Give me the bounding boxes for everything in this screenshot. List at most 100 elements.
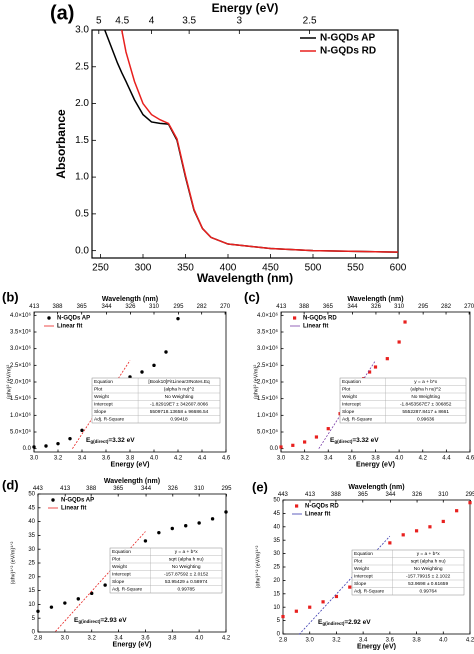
data-point xyxy=(210,517,215,521)
table-value: 5509718.13658 ± 96686.54 xyxy=(150,409,209,415)
x2-tick-label: 3 xyxy=(237,16,243,27)
x2-tick-label: 388 xyxy=(331,492,342,498)
band-gap-annotation: Eg(direct)=3.32 eV xyxy=(330,437,379,444)
x2-tick-label: 295 xyxy=(221,486,232,492)
series-line xyxy=(104,29,399,253)
y-tick-label: 30 xyxy=(28,547,35,553)
x-tick-label: 4.0 xyxy=(439,638,448,644)
table-value: y = a + b*x xyxy=(417,551,441,557)
x-tick-label: 4.2 xyxy=(466,638,474,644)
x2-axis-title: Wavelength (nm) xyxy=(104,478,160,485)
x2-tick-label: 270 xyxy=(220,304,231,310)
y-tick-label: 5.0×10⁵ xyxy=(257,429,279,436)
band-gap-annotation: Eg(indirect)=2.93 eV xyxy=(74,617,127,624)
x2-tick-label: 310 xyxy=(194,486,205,492)
table-value: y = a + b*x xyxy=(175,549,199,555)
y-tick-label: 4.0×10⁶ xyxy=(10,312,32,319)
x2-axis-title: Energy (eV) xyxy=(212,1,279,15)
x-axis-title: Energy (eV) xyxy=(113,641,152,648)
legend-label: Linear fit xyxy=(305,512,330,518)
x2-tick-label: 443 xyxy=(33,486,44,492)
y-tick-label: 3.0 xyxy=(75,25,89,36)
table-key: Slope xyxy=(112,579,125,585)
y-tick-label: 0.5 xyxy=(75,209,89,220)
table-key: Adj. R-Square xyxy=(112,587,142,593)
data-point xyxy=(303,440,307,444)
annotation-rest: =3.32 eV xyxy=(352,437,379,444)
table-key: Intercept xyxy=(112,572,131,578)
x2-tick-label: 413 xyxy=(60,486,71,492)
data-point xyxy=(428,525,432,529)
x2-tick-label: 5 xyxy=(96,16,102,27)
annotation-main: E xyxy=(318,619,323,626)
x-tick-label: 3.0 xyxy=(61,636,70,642)
table-value: No Weighting xyxy=(165,394,194,400)
legend-marker xyxy=(47,316,51,320)
data-point xyxy=(455,509,459,513)
x-tick-label: 300 xyxy=(135,263,152,274)
x-tick-label: 3.4 xyxy=(114,636,123,642)
annotation-rest: =2.92 eV xyxy=(344,619,371,626)
table-key: Plot xyxy=(112,557,121,563)
x-tick-label: 2.8 xyxy=(279,638,288,644)
y-tick-label: 2.5×10⁶ xyxy=(10,362,32,369)
table-value: -1.82919E7 ± 342607.8066 xyxy=(150,402,208,408)
x-tick-label: 3.6 xyxy=(348,456,357,462)
data-point xyxy=(388,541,392,545)
x-tick-label: 4.2 xyxy=(419,456,428,462)
x2-axis-title: Wavelength (nm) xyxy=(347,296,403,303)
y-tick-label: 2.0×10⁶ xyxy=(10,379,32,386)
table-key: Equation xyxy=(94,379,113,385)
x2-tick-label: 344 xyxy=(385,492,396,498)
y-tick-label: 35 xyxy=(273,538,280,544)
y-tick-label: 1.0 xyxy=(75,172,89,183)
data-point xyxy=(441,519,445,524)
legend-label: N-GQDs AP xyxy=(57,316,90,322)
y-tick-label: 0.0 xyxy=(75,245,89,256)
plot-frame xyxy=(91,29,399,259)
y-tick-label: 10 xyxy=(28,602,35,608)
data-point xyxy=(348,585,352,589)
x2-tick-label: 365 xyxy=(77,304,88,310)
panel: (e) 2.8 3.0 3.2 3.4 3.6 3.8 4.0 4.2 0 5 10 15 20 25 30 3… xyxy=(252,479,474,650)
data-point xyxy=(326,427,330,431)
band-gap-annotation: Eg(indirect)=2.92 eV xyxy=(318,619,371,626)
x-tick-label: 3.8 xyxy=(371,456,380,462)
panel-label: (d) xyxy=(2,477,19,492)
annotation-sub: g(direct) xyxy=(334,439,353,444)
y-tick-label: 1.5×10⁶ xyxy=(10,395,32,402)
x2-tick-label: 344 xyxy=(102,304,113,310)
x2-axis-title: Wavelength (nm) xyxy=(348,484,404,491)
data-point xyxy=(308,605,312,609)
table-key: Weight xyxy=(354,566,370,572)
table-value: sqrt (alpha h nu) xyxy=(411,559,446,565)
data-point xyxy=(80,428,84,433)
data-point xyxy=(291,443,295,447)
x-tick-label: 3.2 xyxy=(88,636,97,642)
legend-marker xyxy=(51,498,55,502)
data-point xyxy=(140,370,144,374)
y-tick-label: 3.0×10⁶ xyxy=(10,345,32,352)
data-point xyxy=(56,441,60,446)
y-tick-label: 25 xyxy=(273,565,280,571)
table-key: Plot xyxy=(342,387,351,393)
y-axis-title: (αhν)² (eV/m)² xyxy=(253,365,259,400)
x2-tick-label: 365 xyxy=(358,492,369,498)
data-point xyxy=(49,605,54,609)
data-point xyxy=(397,340,401,344)
y-tick-label: 4.0×10⁶ xyxy=(257,312,279,319)
annotation-rest: =2.93 eV xyxy=(100,617,127,624)
data-point xyxy=(294,609,298,613)
y-tick-label: 30 xyxy=(273,551,280,557)
data-point xyxy=(321,600,325,604)
x-tick-label: 3.0 xyxy=(277,456,286,462)
x2-tick-label: 295 xyxy=(465,492,474,498)
y-tick-label: 2.0×10⁶ xyxy=(257,379,279,386)
table-value: y = a + b*x xyxy=(414,379,438,385)
panel: (b) 3.0 3.2 3.4 3.6 3.8 4.0 4.2 4.4 4.6 0.0 5.0×10⁵… xyxy=(2,289,231,468)
x-axis-title: Energy (eV) xyxy=(111,461,150,468)
table-value: 0.99785 xyxy=(177,587,195,593)
y-tick-label: 45 xyxy=(273,511,280,517)
table-value: (alpha h nu)^2 xyxy=(410,387,441,393)
annotation-main: E xyxy=(86,437,91,444)
